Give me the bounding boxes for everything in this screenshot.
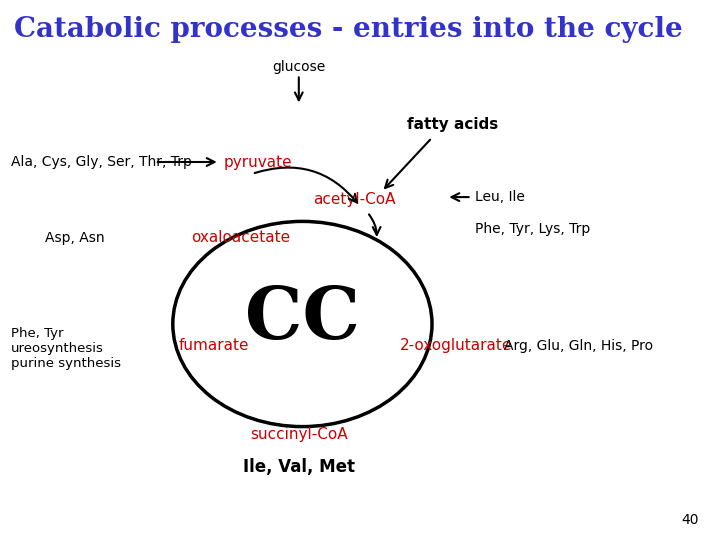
Text: Phe, Tyr
ureosynthesis
purine synthesis: Phe, Tyr ureosynthesis purine synthesis xyxy=(11,327,121,370)
Text: Ala, Cys, Gly, Ser, Thr, Trp: Ala, Cys, Gly, Ser, Thr, Trp xyxy=(11,155,192,169)
Text: glucose: glucose xyxy=(272,60,325,75)
FancyArrowPatch shape xyxy=(255,167,357,202)
Text: CC: CC xyxy=(245,283,360,354)
Text: Leu, Ile: Leu, Ile xyxy=(475,190,525,204)
Text: oxaloacetate: oxaloacetate xyxy=(191,230,290,245)
Text: 40: 40 xyxy=(681,512,698,526)
Text: Catabolic processes - entries into the cycle: Catabolic processes - entries into the c… xyxy=(14,16,683,43)
Text: Phe, Tyr, Lys, Trp: Phe, Tyr, Lys, Trp xyxy=(475,222,590,237)
Text: fatty acids: fatty acids xyxy=(407,117,498,132)
Text: acetyl-CoA: acetyl-CoA xyxy=(313,192,396,207)
Text: succinyl-CoA: succinyl-CoA xyxy=(250,427,348,442)
FancyArrowPatch shape xyxy=(369,214,381,235)
Text: Arg, Glu, Gln, His, Pro: Arg, Glu, Gln, His, Pro xyxy=(504,339,653,353)
Text: Asp, Asn: Asp, Asn xyxy=(45,231,104,245)
Text: fumarate: fumarate xyxy=(179,338,249,353)
Text: 2-oxoglutarate: 2-oxoglutarate xyxy=(400,338,512,353)
Text: Ile, Val, Met: Ile, Val, Met xyxy=(243,458,355,476)
Text: pyruvate: pyruvate xyxy=(223,154,292,170)
